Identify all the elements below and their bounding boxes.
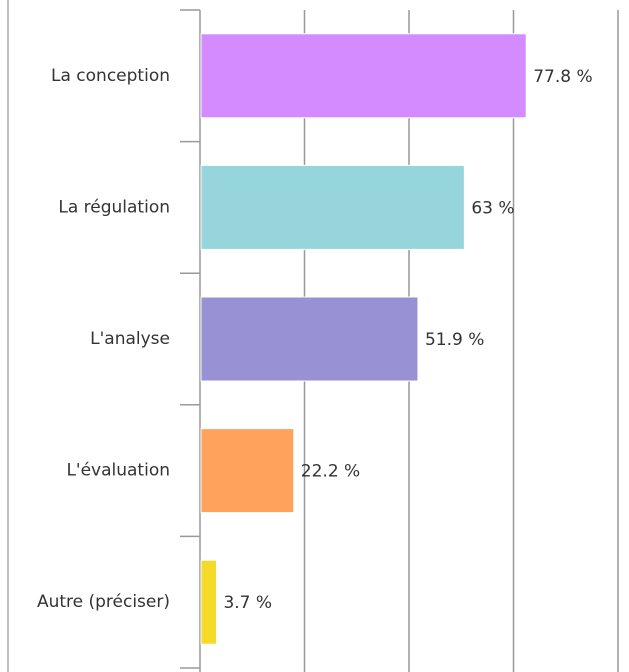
category-label: La conception xyxy=(51,66,170,86)
value-label: 63 % xyxy=(471,198,514,218)
bar xyxy=(200,33,527,119)
bar xyxy=(200,296,419,382)
value-label: 77.8 % xyxy=(533,67,592,87)
bar xyxy=(200,164,465,250)
category-label: La régulation xyxy=(58,197,170,217)
category-label: Autre (préciser) xyxy=(37,592,170,612)
bar xyxy=(200,428,295,514)
category-label: L'évaluation xyxy=(66,461,170,481)
value-label: 3.7 % xyxy=(223,593,272,613)
bar xyxy=(200,559,217,645)
value-label: 51.9 % xyxy=(425,330,484,350)
category-label: L'analyse xyxy=(90,329,170,349)
value-label: 22.2 % xyxy=(301,462,360,482)
